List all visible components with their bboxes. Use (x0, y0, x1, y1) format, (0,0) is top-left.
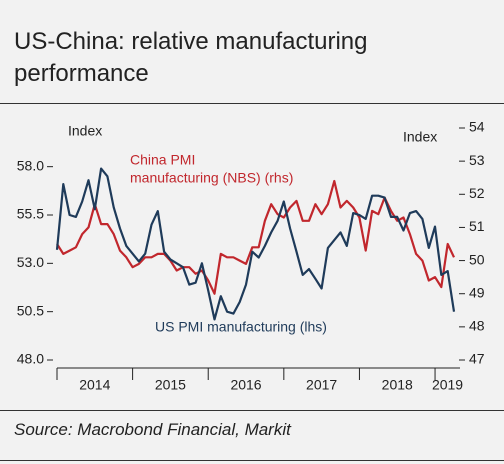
title-rule (0, 103, 504, 104)
source: Source: Macrobond Financial, Markit (14, 420, 291, 439)
chart-title: US-China: relative manufacturing perform… (14, 28, 368, 87)
y-tick-label: 58.0 (17, 157, 44, 173)
annotation: US PMI manufacturing (lhs) (155, 319, 327, 335)
series-line (55, 167, 456, 321)
y2-tick-label: 47 (469, 351, 485, 367)
y2-tick-label: 49 (469, 284, 485, 300)
x-tick-label: 2019 (432, 377, 463, 393)
annotation: manufacturing (NBS) (rhs) (130, 170, 293, 186)
x-tick-label: 2018 (382, 377, 413, 393)
y2-axis-label: Index (403, 129, 437, 145)
source-rule (0, 410, 504, 411)
y-tick-label: 55.5 (17, 206, 44, 222)
y2-tick-label: 54 (469, 119, 485, 135)
y2-tick-label: 48 (469, 318, 485, 334)
y2-tick-label: 52 (469, 185, 485, 201)
series-line (56, 179, 455, 295)
y2-tick-label: 50 (469, 251, 485, 267)
x-tick-label: 2016 (230, 377, 261, 393)
y-axis-label: Index (68, 123, 102, 139)
y2-tick-label: 51 (469, 218, 485, 234)
x-tick-label: 2017 (306, 377, 337, 393)
bottom-rule (0, 460, 504, 461)
y-tick-label: 53.0 (17, 254, 44, 270)
x-tick-label: 2014 (79, 377, 110, 393)
y2-tick-label: 53 (469, 152, 485, 168)
y-tick-label: 48.0 (17, 351, 44, 367)
annotation: China PMI (130, 152, 195, 168)
x-tick-label: 2015 (155, 377, 186, 393)
y-tick-label: 50.5 (17, 302, 44, 318)
